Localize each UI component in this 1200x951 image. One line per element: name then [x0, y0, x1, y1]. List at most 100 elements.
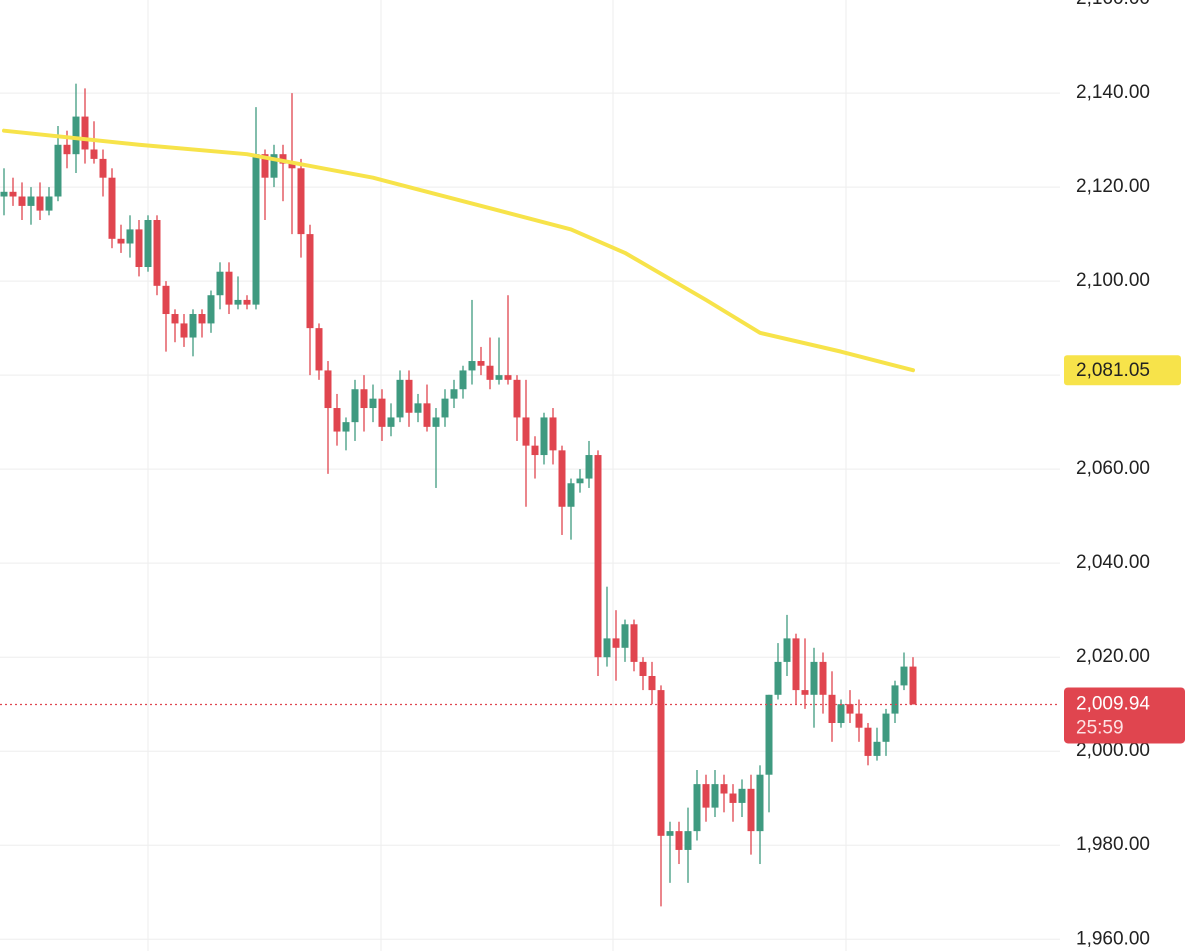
candle-body [621, 624, 629, 648]
candle [468, 299, 476, 385]
candle [423, 384, 431, 432]
candle [513, 375, 521, 441]
candle-body [792, 638, 800, 691]
candle-body [648, 675, 656, 691]
candle [522, 379, 530, 507]
candle [36, 182, 44, 221]
candle [873, 727, 881, 761]
candle [666, 821, 674, 883]
candle-body [153, 220, 161, 286]
ma-badge-label: 2,081.05 [1076, 360, 1150, 381]
candle-body [576, 478, 584, 484]
candle-body [612, 638, 620, 648]
candle [801, 638, 809, 709]
candle [837, 699, 845, 728]
candle-body [162, 285, 170, 315]
candle-body [315, 328, 323, 371]
candle-body [783, 638, 791, 662]
candle [162, 281, 170, 352]
candle-body [72, 116, 80, 155]
candle [315, 323, 323, 380]
candle-body [504, 375, 512, 380]
y-tick-label: 2,020.00 [1076, 646, 1150, 667]
candle [621, 619, 629, 662]
candle-body [684, 831, 692, 850]
candle-body [369, 398, 377, 409]
candle-body [828, 694, 836, 724]
candle-body [756, 774, 764, 832]
candle [135, 220, 143, 277]
candle-body [108, 177, 116, 239]
candle-body [306, 234, 314, 329]
candle-body [243, 299, 251, 305]
candle-body [882, 713, 890, 742]
candle [126, 215, 134, 258]
candle [675, 821, 683, 865]
candle-body [45, 196, 53, 211]
candle [450, 379, 458, 409]
candle-body [765, 694, 773, 775]
candle [711, 770, 719, 818]
candle-body [405, 379, 413, 413]
candle [45, 187, 53, 216]
candle-body [225, 271, 233, 305]
candle [729, 784, 737, 822]
candle-body [180, 323, 188, 338]
candle [333, 393, 341, 446]
candle [585, 440, 593, 488]
candle-body [468, 361, 476, 371]
candle-body [603, 638, 611, 658]
candle [432, 408, 440, 488]
y-tick-label: 1,960.00 [1076, 928, 1150, 949]
ma-badge [1064, 355, 1181, 386]
candle-body [693, 784, 701, 832]
candle [243, 295, 251, 310]
candle [441, 389, 449, 427]
candle-body [117, 238, 125, 244]
candle-body [288, 163, 296, 169]
candle [747, 774, 755, 855]
candle [909, 657, 917, 705]
candle-body [387, 417, 395, 427]
candle [387, 403, 395, 437]
candle [189, 309, 197, 357]
candle-body [360, 389, 368, 409]
candle-body [36, 196, 44, 211]
candle-body [873, 741, 881, 756]
candle-body [18, 196, 26, 206]
candle [252, 107, 260, 310]
candle [702, 774, 710, 822]
y-tick-label: 2,000.00 [1076, 740, 1150, 761]
candle [414, 393, 422, 423]
candle [495, 337, 503, 385]
candle [846, 690, 854, 724]
candle [639, 657, 647, 691]
candle [540, 412, 548, 465]
candle-body [423, 403, 431, 427]
y-tick-label: 2,160.00 [1076, 0, 1150, 9]
candle [72, 83, 80, 173]
candle [504, 295, 512, 385]
candle [864, 723, 872, 766]
candle-body [810, 661, 818, 695]
candle [576, 469, 584, 493]
candle-body [711, 784, 719, 808]
candle [486, 337, 494, 390]
candle [558, 445, 566, 535]
candle [144, 215, 152, 272]
candle [0, 168, 8, 216]
candle-body [891, 685, 899, 714]
candle-body [450, 389, 458, 399]
candle [594, 450, 602, 676]
candle-body [855, 713, 863, 728]
y-tick-label: 2,040.00 [1076, 552, 1150, 573]
candle [117, 224, 125, 253]
candle-body [819, 661, 827, 695]
candle-body [171, 314, 179, 324]
candle-body [207, 295, 215, 324]
candle [369, 384, 377, 423]
candle-body [441, 398, 449, 418]
candle-body [639, 661, 647, 676]
candle-body [495, 375, 503, 380]
candle-body [27, 196, 35, 206]
